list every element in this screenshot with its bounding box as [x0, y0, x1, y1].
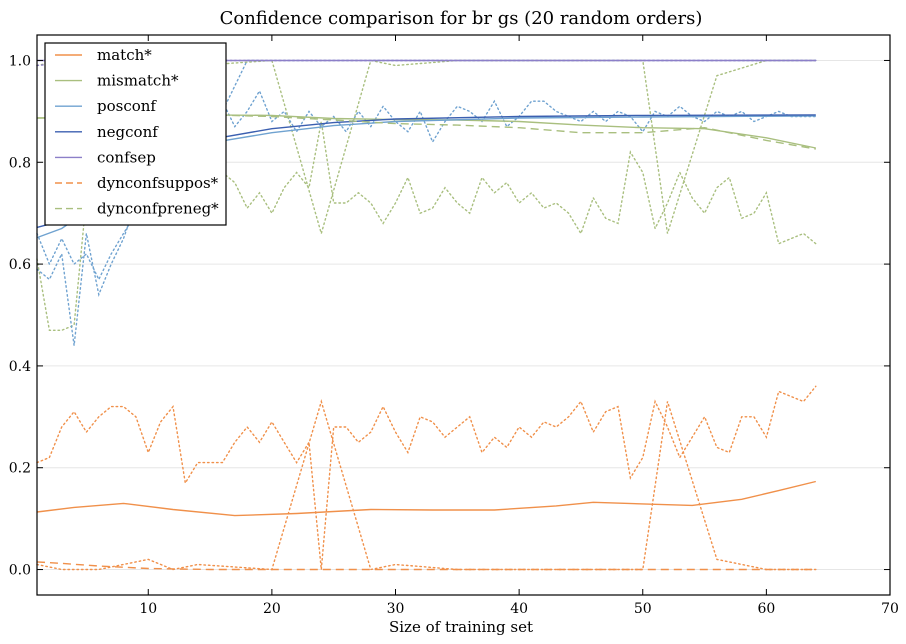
dotted-trace-1 — [36, 399, 817, 571]
plot-frame — [36, 34, 891, 596]
y-axis: 0.0 0.2 0.4 0.6 0.8 1.0 — [9, 53, 890, 579]
legend-label: mismatch* — [97, 72, 179, 90]
x-axis: 10 20 30 40 50 60 70 — [139, 35, 899, 617]
y-tick-label: 0.2 — [9, 461, 31, 477]
legend-label: confsep — [97, 148, 156, 166]
x-tick-label: 70 — [881, 601, 899, 617]
series-line-match-star — [36, 480, 816, 517]
y-tick-label: 1.0 — [9, 53, 31, 69]
x-tick-label: 60 — [757, 601, 775, 617]
x-tick-label: 50 — [634, 601, 652, 617]
legend-label: dynconfsuppos* — [97, 174, 219, 192]
y-tick-label: 0.6 — [9, 257, 31, 273]
legend-label: negconf — [97, 123, 159, 141]
y-tick-label: 0.0 — [9, 563, 31, 579]
legend-label: match* — [97, 46, 152, 64]
chart-title: Confidence comparison for br gs (20 rand… — [220, 8, 703, 29]
legend-label: dynconfpreneg* — [97, 200, 219, 218]
x-tick-label: 20 — [263, 601, 281, 617]
y-tick-label: 0.8 — [9, 155, 31, 171]
y-tick-label: 0.4 — [9, 359, 31, 375]
legend: match* mismatch* posconf negconf confsep dync… — [44, 42, 227, 226]
legend-box — [44, 42, 227, 226]
x-tick-label: 40 — [510, 601, 528, 617]
series-line-dynconfsuppos-star — [36, 561, 816, 571]
x-tick-label: 10 — [139, 601, 157, 617]
dotted-trace-0 — [36, 385, 817, 570]
x-tick-label: 30 — [387, 601, 405, 617]
x-axis-label: Size of training set — [389, 618, 533, 636]
legend-label: posconf — [97, 97, 157, 115]
